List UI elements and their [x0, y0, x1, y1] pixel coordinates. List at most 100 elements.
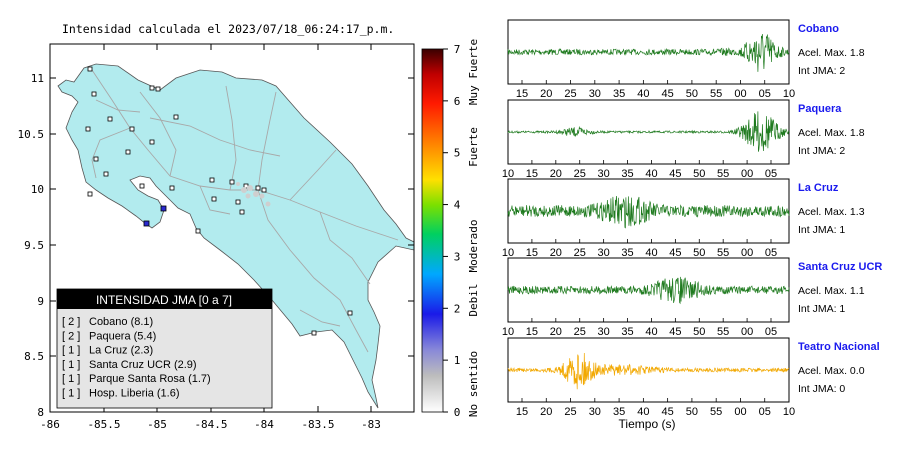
time-tick-label: 55	[710, 406, 722, 418]
legend-level: [ 1 ]	[62, 345, 80, 357]
time-tick-label: 40	[645, 168, 657, 180]
time-tick-label: 25	[564, 88, 576, 100]
map-frame	[49, 43, 415, 413]
station-name: Paquera	[798, 103, 842, 115]
time-tick-label: 30	[598, 168, 610, 180]
lon-tick-label: -84.5	[194, 418, 227, 431]
time-tick-label: 40	[645, 247, 657, 259]
time-tick-label: 05	[765, 168, 777, 180]
colorbar-tick-label: 2	[454, 302, 461, 315]
seismogram-trace	[507, 195, 790, 229]
time-tick-label: 45	[669, 326, 681, 338]
waveform-panel: 10 15 20 25 30 35 40 45 50 55 00 05 La Cruz Acel. Max…	[502, 178, 865, 259]
time-tick-label: 55	[717, 168, 729, 180]
road-network	[91, 69, 399, 353]
waveform-panel: 10 15 20 25 30 35 40 45 50 55 00 05 Paquera Acel. Max…	[502, 99, 865, 180]
longitude-ticks: -86 -85.5 -85 -84.5 -84 -83.5 -83	[40, 44, 381, 431]
legend-station: Santa Cruz UCR (2.9)	[89, 359, 197, 371]
time-tick-label: 05	[765, 326, 777, 338]
time-tick-label: 05	[759, 88, 771, 100]
intensity-class-label: Muy Fuerte	[467, 39, 480, 105]
time-tick-label: 45	[669, 247, 681, 259]
seismogram-trace	[507, 111, 790, 152]
legend-level: [ 1 ]	[62, 373, 80, 385]
time-tick-label: 05	[759, 406, 771, 418]
time-tick-label: 35	[621, 247, 633, 259]
legend-station: La Cruz (2.3)	[89, 345, 153, 357]
time-tick-label: 45	[669, 168, 681, 180]
time-tick-label: 15	[526, 247, 538, 259]
waveform-panel: 10 15 20 25 30 35 40 45 50 55 00 05 Santa Cruz UCR Ac…	[502, 257, 882, 338]
max-acceleration: Acel. Max. 1.1	[798, 285, 865, 297]
time-tick-label: 20	[550, 247, 562, 259]
max-acceleration: Acel. Max. 1.8	[798, 127, 865, 139]
time-tick-label: 45	[662, 406, 674, 418]
time-tick-label: 10	[502, 168, 514, 180]
time-tick-label: 55	[717, 326, 729, 338]
legend-station: Parque Santa Rosa (1.7)	[89, 373, 211, 385]
time-tick-label: 45	[662, 88, 674, 100]
time-tick-label: 30	[598, 326, 610, 338]
time-tick-label: 20	[550, 168, 562, 180]
intensity-class-label: Moderado	[467, 220, 480, 273]
time-tick-label: 40	[637, 88, 649, 100]
legend-station: Paquera (5.4)	[89, 330, 156, 342]
station-name: La Cruz	[798, 182, 839, 194]
legend-title: INTENSIDAD JMA [0 a 7]	[96, 293, 232, 307]
time-tick-label: 40	[637, 406, 649, 418]
time-tick-label: 50	[686, 88, 698, 100]
time-tick-label: 25	[574, 326, 586, 338]
intensity-class-label: Debil	[467, 283, 480, 316]
legend-level: [ 2 ]	[62, 316, 80, 328]
station-name: Cobano	[798, 23, 839, 35]
time-tick-label: 30	[589, 406, 601, 418]
lon-tick-label: -85.5	[87, 418, 120, 431]
time-tick-label: 25	[564, 406, 576, 418]
legend-level: [ 1 ]	[62, 359, 80, 371]
lon-tick-label: -83.5	[301, 418, 334, 431]
lat-tick-label: 8.5	[24, 350, 44, 363]
time-tick-label: 35	[621, 168, 633, 180]
time-tick-label: 50	[693, 247, 705, 259]
map-title: Intensidad calculada el 2023/07/18_06:24…	[62, 22, 395, 36]
colorbar-tick-label: 0	[454, 406, 461, 419]
lon-tick-label: -84	[254, 418, 274, 431]
time-tick-label: 35	[613, 88, 625, 100]
time-tick-label: 05	[765, 247, 777, 259]
max-acceleration: Acel. Max. 1.8	[798, 47, 865, 59]
station-name: Teatro Nacional	[798, 341, 880, 353]
time-tick-label: 50	[686, 406, 698, 418]
legend-box: INTENSIDAD JMA [0 a 7] [ 2 ] Cobano (8.1)…	[56, 288, 273, 409]
time-tick-label: 20	[540, 88, 552, 100]
time-tick-label: 20	[550, 326, 562, 338]
time-tick-label: 15	[516, 406, 528, 418]
colorbar-labels: Muy Fuerte Fuerte Moderado Debil No sentido	[467, 39, 480, 417]
intensity-colorbar	[421, 48, 444, 413]
colorbar-tick-label: 4	[454, 199, 461, 212]
waveform-panel: 15 20 25 30 35 40 45 50 55 00 05 10 Cobano Acel. Max.…	[507, 19, 865, 100]
intensity-stations	[143, 205, 167, 227]
time-tick-label: 40	[645, 326, 657, 338]
time-axis-label: Tiempo (s)	[619, 417, 676, 431]
time-tick-label: 00	[741, 326, 753, 338]
lat-tick-label: 11	[31, 72, 44, 85]
jma-intensity: Int JMA: 1	[798, 224, 845, 236]
max-acceleration: Acel. Max. 0.0	[798, 365, 865, 377]
seismogram-trace	[507, 276, 790, 305]
city-dots	[236, 182, 271, 207]
time-tick-label: 25	[574, 168, 586, 180]
time-tick-label: 00	[741, 168, 753, 180]
seismogram-trace	[507, 34, 790, 72]
lon-tick-label: -86	[40, 418, 60, 431]
time-tick-label: 50	[693, 326, 705, 338]
time-tick-label: 10	[783, 88, 795, 100]
lat-tick-label: 8	[37, 406, 44, 419]
colorbar-tick-label: 3	[454, 250, 461, 263]
intensity-class-label: Fuerte	[467, 127, 480, 167]
time-tick-label: 15	[526, 326, 538, 338]
legend-level: [ 2 ]	[62, 330, 80, 342]
lat-tick-label: 10	[31, 183, 44, 196]
jma-intensity: Int JMA: 2	[798, 65, 845, 77]
